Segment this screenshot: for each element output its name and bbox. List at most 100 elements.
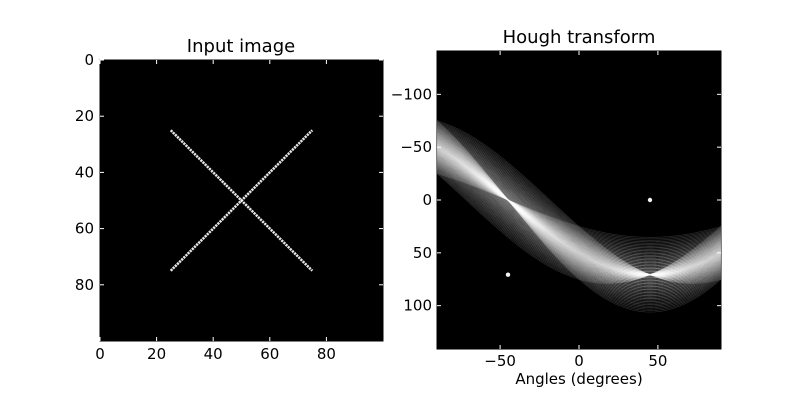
input-image-x-axis: 0 20 40 60 80 xyxy=(95,60,336,363)
hough-transform-xlabel: Angles (degrees) xyxy=(515,370,642,388)
hough-curve-line1 xyxy=(437,171,721,241)
hough-curve-line1 xyxy=(437,163,721,252)
hough-curve-line2 xyxy=(437,127,721,280)
hough-curve-line2 xyxy=(437,136,721,277)
hough-curve-line2 xyxy=(437,172,721,284)
hough-curve-line2 xyxy=(437,150,721,276)
x-tick-label: 60 xyxy=(260,345,279,363)
hough-curve-line1 xyxy=(437,160,721,256)
hough-curve-line2 xyxy=(437,159,721,278)
hough-curve-line1 xyxy=(437,143,721,280)
y-tick-label: −50 xyxy=(400,138,432,156)
hough-transform-panel: Hough transform −50 0 50 −100 −50 0 50 100 Ang… xyxy=(391,27,722,388)
hough-curve-line2 xyxy=(437,129,721,279)
x-tick-label: 0 xyxy=(574,352,584,370)
hough-curve-line2 xyxy=(437,125,721,281)
hough-curve-line2 xyxy=(437,167,721,281)
hough-curve-line2 xyxy=(437,155,721,277)
hough-curve-line1 xyxy=(437,137,721,289)
hough-curve-line1 xyxy=(437,149,721,271)
hough-curve-line1 xyxy=(437,148,721,273)
hough-curve-line2 xyxy=(437,170,721,283)
hough-transform-y-axis: −100 −50 0 50 100 xyxy=(391,85,721,315)
hough-curve-line1 xyxy=(437,167,721,246)
hough-curve-line1 xyxy=(437,145,721,277)
hough-curve-line2 xyxy=(437,121,721,284)
hough-curve-line1 xyxy=(437,121,721,311)
hough-curve-line2 xyxy=(437,142,721,276)
hough-curve-line1 xyxy=(437,122,721,310)
hough-curve-line1 xyxy=(437,133,721,295)
hough-curve-line2 xyxy=(437,133,721,278)
hough-transform-frame xyxy=(436,50,722,350)
hough-curve-line1 xyxy=(437,120,721,313)
hough-curve-line1 xyxy=(437,144,721,279)
hough-curve-line1 xyxy=(437,135,721,292)
x-tick-label: −50 xyxy=(484,352,516,370)
input-image-lines xyxy=(169,129,314,272)
hough-curve-line1 xyxy=(437,154,721,265)
hough-curve-line1 xyxy=(437,136,721,291)
hough-curve-line2 xyxy=(437,163,721,279)
y-tick-label: 100 xyxy=(403,297,432,315)
hough-curve-line1 xyxy=(437,161,721,255)
y-tick-label: 50 xyxy=(413,244,432,262)
hough-curve-line1 xyxy=(437,129,721,300)
hough-curve-line1 xyxy=(437,140,721,285)
hough-curve-line1 xyxy=(437,125,721,305)
hough-curve-line2 xyxy=(437,131,721,279)
hough-curve-line2 xyxy=(437,160,721,278)
hough-curve-line1 xyxy=(437,128,721,301)
hough-curve-line2 xyxy=(437,140,721,276)
input-image-title: Input image xyxy=(187,36,295,57)
hough-peak-2 xyxy=(647,197,653,203)
hough-curve-line2 xyxy=(437,166,721,281)
x-tick-label: 40 xyxy=(204,345,223,363)
hough-curve-line2 xyxy=(437,122,721,283)
hough-transform-x-axis: −50 0 50 xyxy=(484,51,667,370)
hough-curve-line2 xyxy=(437,169,721,282)
hough-curve-line1 xyxy=(437,153,721,267)
hough-curve-line2 xyxy=(437,126,721,281)
hough-sinusoid-curves xyxy=(437,120,721,313)
hough-curve-line2 xyxy=(437,154,721,276)
hough-curve-line1 xyxy=(437,164,721,250)
x-tick-label: 50 xyxy=(648,352,667,370)
hough-curve-line1 xyxy=(437,158,721,259)
y-tick-label: 60 xyxy=(75,220,94,238)
y-tick-label: 0 xyxy=(422,191,432,209)
hough-curve-line2 xyxy=(437,146,721,276)
hough-curve-line1 xyxy=(437,156,721,262)
hough-curve-line1 xyxy=(437,127,721,303)
hough-curve-line1 xyxy=(437,150,721,270)
hough-curve-line2 xyxy=(437,143,721,276)
hough-curve-line1 xyxy=(437,134,721,294)
hough-curve-line2 xyxy=(437,161,721,279)
hough-curve-line2 xyxy=(437,123,721,283)
hough-curve-line1 xyxy=(437,124,721,307)
input-image-panel: Input image 0 20 40 60 80 0 20 40 60 80 xyxy=(75,36,384,363)
hough-curve-line1 xyxy=(437,155,721,264)
hough-curve-line2 xyxy=(437,157,721,277)
hough-curve-line2 xyxy=(437,149,721,276)
hough-curve-line2 xyxy=(437,144,721,276)
input-line-2 xyxy=(169,129,314,272)
hough-curve-line1 xyxy=(437,123,721,308)
hough-curve-line2 xyxy=(437,120,721,284)
hough-curve-line1 xyxy=(437,159,721,258)
hough-curve-line2 xyxy=(437,138,721,277)
hough-curve-line2 xyxy=(437,130,721,279)
hough-peak-1 xyxy=(505,272,511,277)
hough-curve-line1 xyxy=(437,142,721,282)
hough-curve-line2 xyxy=(437,153,721,276)
hough-curve-line1 xyxy=(437,132,721,297)
hough-curve-line2 xyxy=(437,156,721,277)
y-tick-label: 40 xyxy=(75,163,94,181)
hough-curve-line2 xyxy=(437,171,721,283)
hough-curve-line1 xyxy=(437,130,721,298)
hough-curve-line1 xyxy=(437,126,721,304)
hough-curve-line1 xyxy=(437,166,721,247)
y-tick-label: 80 xyxy=(75,276,94,294)
hough-curve-line2 xyxy=(437,134,721,278)
input-image-y-axis: 0 20 40 60 80 xyxy=(75,51,383,294)
